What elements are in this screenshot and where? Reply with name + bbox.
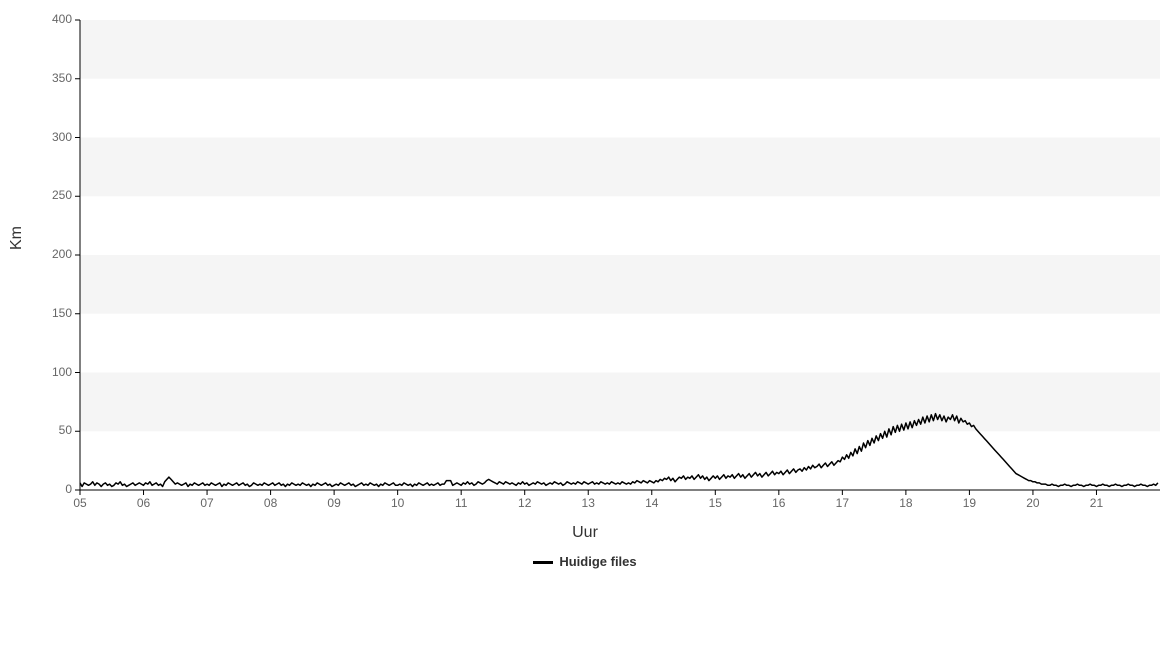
chart-legend: Huidige files: [0, 554, 1170, 569]
x-tick-label: 14: [637, 496, 667, 510]
x-tick-label: 19: [954, 496, 984, 510]
y-tick-label: 50: [40, 423, 72, 437]
x-tick-label: 05: [65, 496, 95, 510]
legend-line-icon: [533, 561, 553, 564]
x-tick-label: 11: [446, 496, 476, 510]
chart-svg: [0, 0, 1170, 650]
x-tick-label: 10: [383, 496, 413, 510]
x-tick-label: 20: [1018, 496, 1048, 510]
y-tick-label: 150: [40, 306, 72, 320]
x-tick-label: 08: [256, 496, 286, 510]
x-tick-label: 16: [764, 496, 794, 510]
y-tick-label: 0: [40, 482, 72, 496]
y-tick-label: 300: [40, 130, 72, 144]
traffic-chart: Km Uur Huidige files 0501001502002503003…: [0, 0, 1170, 650]
x-tick-label: 09: [319, 496, 349, 510]
y-tick-label: 100: [40, 365, 72, 379]
y-tick-label: 200: [40, 247, 72, 261]
legend-label: Huidige files: [559, 554, 636, 569]
x-tick-label: 13: [573, 496, 603, 510]
x-tick-label: 07: [192, 496, 222, 510]
y-tick-label: 350: [40, 71, 72, 85]
x-tick-label: 06: [129, 496, 159, 510]
x-tick-label: 21: [1081, 496, 1111, 510]
y-tick-label: 250: [40, 188, 72, 202]
x-tick-label: 12: [510, 496, 540, 510]
y-tick-label: 400: [40, 12, 72, 26]
x-tick-label: 15: [700, 496, 730, 510]
y-axis-title: Km: [8, 226, 26, 250]
x-axis-title: Uur: [0, 524, 1170, 542]
x-tick-label: 17: [827, 496, 857, 510]
x-tick-label: 18: [891, 496, 921, 510]
